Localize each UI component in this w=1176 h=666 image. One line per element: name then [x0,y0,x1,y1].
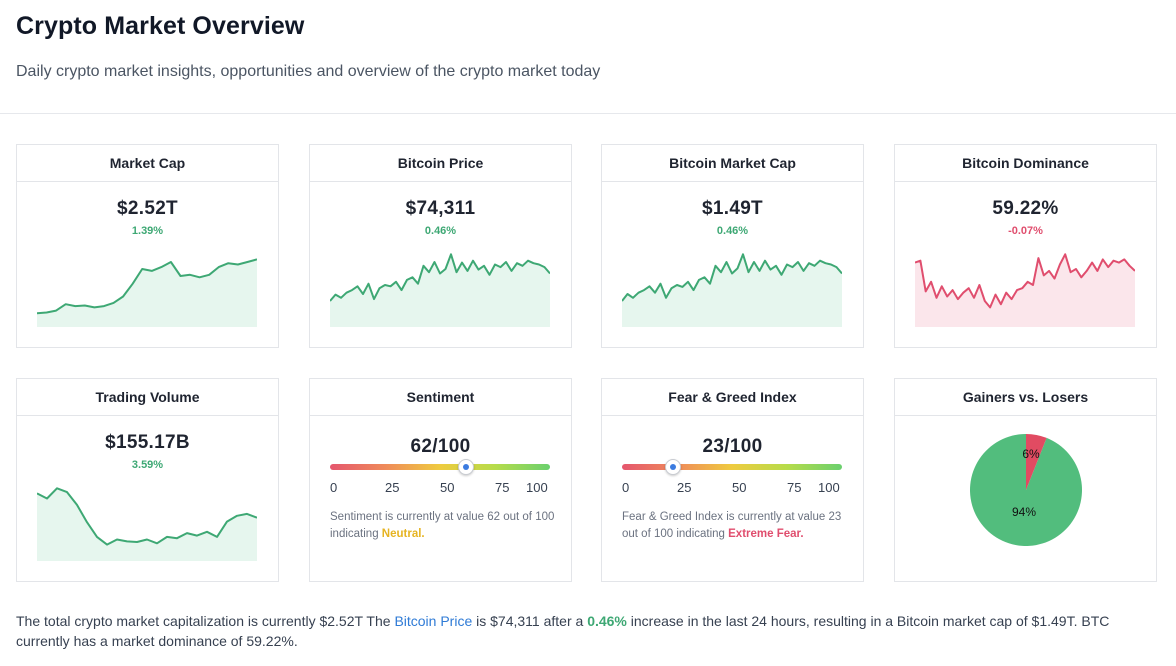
gauge-tick: 75 [787,480,802,495]
sentiment-gauge-track [330,464,550,470]
bitcoin-price-value: $74,311 [405,198,476,219]
bitcoin-market-cap-sparkline [622,253,842,327]
gauge-tick: 50 [732,480,747,495]
bitcoin-dominance-value: 59.22% [992,198,1059,219]
sparkline-line [330,253,550,302]
pie-slice-losers [1026,434,1047,490]
market-cap-card: Market Cap $2.52T 1.39% [16,144,279,348]
card-title: Market Cap [17,145,278,182]
market-cap-change: 1.39% [131,225,164,237]
card-title: Bitcoin Market Cap [602,145,863,182]
card-title: Bitcoin Dominance [895,145,1156,182]
bitcoin-price-sparkline [330,253,550,327]
bitcoin-dominance-change: -0.07% [1008,225,1043,237]
sentiment-status: Neutral. [381,528,425,540]
card-title: Gainers vs. Losers [895,379,1156,416]
market-summary: The total crypto market capitalization i… [16,613,1110,649]
card-title: Fear & Greed Index [602,379,863,416]
fear-greed-value: 23/100 [702,436,763,457]
fear-greed-description: Fear & Greed Index is currently at value… [622,511,842,540]
bitcoin-price-card: Bitcoin Price $74,311 0.46% [309,144,572,348]
sparkline-line [37,487,257,546]
gainers-losers-pie: 6% 94% [970,434,1082,546]
card-title: Trading Volume [17,379,278,416]
pie-label-gainers: 94% [1012,505,1036,519]
gauge-dot-icon [669,464,676,470]
trading-volume-card: Trading Volume $155.17B 3.59% [16,378,279,582]
market-cap-value: $2.52T [117,198,178,219]
fear-greed-gauge-track [622,464,842,470]
sparkline-area [330,254,550,327]
sparkline-area [622,254,842,327]
sentiment-card: Sentiment 62/100 0 25 50 75 100 Sentimen… [309,378,572,582]
gauge-dot-icon [463,464,470,470]
sparkline-line [915,253,1135,309]
card-title: Sentiment [310,379,571,416]
sentiment-value: 62/100 [410,436,471,457]
summary-change-pct: 0.46% [587,613,627,629]
gauge-tick: 0 [330,480,338,495]
bitcoin-price-change: 0.46% [424,225,457,237]
bitcoin-market-cap-value: $1.49T [702,198,763,219]
sparkline-area [37,488,257,561]
fear-greed-status: Extreme Fear. [728,528,804,540]
gauge-tick: 100 [526,480,548,495]
market-cap-sparkline [37,258,257,327]
sparkline-line [622,253,842,302]
page-header: Crypto Market Overview Daily crypto mark… [0,0,1176,114]
gauge-tick: 75 [495,480,510,495]
sparkline-area [915,254,1135,327]
gainers-losers-card: Gainers vs. Losers 6% 94% [894,378,1157,582]
gauge-tick: 25 [677,480,692,495]
bitcoin-market-cap-change: 0.46% [716,225,749,237]
page-subtitle: Daily crypto market insights, opportunit… [16,63,601,80]
sparkline-line [37,258,257,315]
trading-volume-change: 3.59% [131,459,164,471]
pie-label-losers: 6% [1022,447,1040,461]
gauge-tick: 50 [440,480,455,495]
sparkline-area [37,259,257,327]
bitcoin-dominance-sparkline [915,253,1135,327]
card-title: Bitcoin Price [310,145,571,182]
bitcoin-price-link[interactable]: Bitcoin Price [394,613,473,629]
sentiment-gauge-marker [458,459,475,475]
gauge-tick: 0 [622,480,630,495]
fear-greed-gauge-marker [664,459,681,475]
trading-volume-sparkline [37,487,257,561]
fear-greed-card: Fear & Greed Index 23/100 0 25 50 75 100… [601,378,864,582]
page-title: Crypto Market Overview [16,12,305,40]
bitcoin-market-cap-card: Bitcoin Market Cap $1.49T 0.46% [601,144,864,348]
trading-volume-value: $155.17B [105,432,190,453]
sentiment-description: Sentiment is currently at value 62 out o… [330,511,555,540]
gauge-tick: 100 [818,480,840,495]
bitcoin-dominance-card: Bitcoin Dominance 59.22% -0.07% [894,144,1157,348]
gauge-tick: 25 [385,480,400,495]
